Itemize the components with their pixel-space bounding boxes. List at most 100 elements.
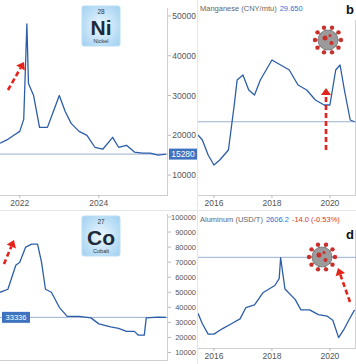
y-tick: [168, 55, 171, 56]
panel: 28NiNickel100002000030000400005000020222…: [0, 6, 197, 208]
current-value-label: 29.650: [280, 4, 303, 13]
badge-box: [82, 216, 120, 256]
virus-body: [318, 30, 338, 50]
panel: 27CoCobalt100002000030000400005000060000…: [0, 213, 196, 360]
virus-icon: [313, 25, 343, 54]
plot-area: [198, 60, 356, 165]
arrow-shaft: [8, 68, 21, 90]
panel: 201620182020Manganese (CNY/mtu)29.650b: [198, 2, 356, 208]
element-name: Cobalt: [93, 248, 109, 254]
arrow: [8, 62, 25, 90]
plot-area: [0, 24, 168, 155]
virus-spike-tip: [316, 242, 320, 246]
virus-spot: [323, 251, 326, 254]
x-axis: [198, 348, 356, 349]
virus-spike-tip: [309, 247, 313, 251]
virus-spike-tip: [316, 267, 320, 271]
y-tick: [168, 322, 171, 323]
title: Manganese (CNY/mtu): [200, 4, 277, 13]
x-axis: [0, 360, 168, 361]
x-tick-label: 2024: [89, 198, 108, 208]
title: Aluminum (USD/T): [200, 215, 263, 224]
arrow: [4, 240, 16, 264]
badge-box: [82, 6, 120, 46]
y-axis: [355, 20, 356, 195]
y-tick-label: 60000: [175, 273, 196, 282]
virus-icon: [307, 242, 337, 271]
x-axis: [198, 195, 356, 196]
y-tick: [168, 352, 171, 353]
current-value-box: [169, 149, 197, 160]
y-tick-label: 50000: [172, 11, 196, 21]
virus-spike-tip: [309, 262, 313, 266]
y-tick: [168, 247, 171, 248]
x-tick-label: 2020: [320, 351, 339, 361]
price-line: [0, 244, 166, 335]
y-tick: [168, 232, 171, 233]
current-value-label: 15280: [171, 149, 195, 159]
price-line: [198, 258, 355, 338]
price-line: [198, 60, 355, 165]
y-tick-label: 10000: [172, 170, 196, 180]
element-badge: 27CoCobalt: [82, 216, 120, 256]
panel: 201620182020Aluminum (USD/T)2606.2-14.0 …: [198, 215, 356, 361]
panel-divider: [197, 0, 198, 364]
virus-spike-tip: [330, 247, 334, 251]
y-tick: [168, 277, 171, 278]
panel-letter: d: [346, 227, 354, 242]
y-tick: [168, 15, 171, 16]
element-symbol: Co: [87, 226, 115, 249]
arrow-head: [16, 62, 25, 71]
virus-spike-tip: [330, 50, 334, 54]
virus-body: [312, 247, 332, 267]
arrow-head: [7, 240, 16, 248]
y-tick-label: 30000: [172, 91, 196, 101]
virus-spot: [324, 258, 328, 262]
virus-spike-tip: [313, 38, 317, 42]
y-tick: [168, 337, 171, 338]
y-axis: [167, 8, 168, 195]
price-line: [0, 24, 166, 155]
y-tick-label: 20000: [175, 333, 196, 342]
arrow-shaft: [4, 246, 11, 264]
change-label: -14.0 (-0.53%): [292, 215, 340, 224]
element-badge: 28NiNickel: [82, 6, 120, 46]
y-tick-label: 40000: [175, 303, 196, 312]
atomic-number: 27: [97, 218, 105, 225]
y-tick-label: 100000: [171, 213, 196, 222]
virus-spike-tip: [315, 30, 319, 34]
current-value-label: 2606.2: [266, 215, 289, 224]
virus-spike-tip: [324, 267, 328, 271]
x-tick-label: 2016: [204, 351, 223, 361]
virus-spike-tip: [333, 255, 337, 259]
x-tick-label: 2018: [262, 198, 281, 208]
virus-spike-tip: [330, 262, 334, 266]
panel-divider: [0, 210, 356, 211]
y-tick: [168, 135, 171, 136]
y-tick: [168, 292, 171, 293]
virus-spike-tip: [339, 38, 343, 42]
y-tick: [168, 262, 171, 263]
current-value-label: 33336: [6, 313, 27, 322]
virus-spike-tip: [322, 50, 326, 54]
x-axis: [0, 195, 168, 196]
virus-spot: [329, 34, 332, 37]
y-tick-label: 10000: [175, 348, 196, 357]
figure: 28NiNickel100002000030000400005000020222…: [0, 0, 356, 364]
y-tick: [168, 175, 171, 176]
y-tick-label: 30000: [175, 318, 196, 327]
element-symbol: Ni: [91, 16, 112, 39]
virus-spike-tip: [330, 25, 334, 29]
y-tick-label: 40000: [172, 51, 196, 61]
y-tick-label: 70000: [175, 258, 196, 267]
virus-spike-tip: [307, 255, 311, 259]
y-tick: [168, 95, 171, 96]
virus-spot: [317, 253, 322, 258]
x-tick-label: 2020: [320, 198, 339, 208]
virus-spike-tip: [336, 45, 340, 49]
y-tick-label: 80000: [175, 243, 196, 252]
arrow: [336, 268, 350, 302]
arrow-head: [321, 88, 331, 95]
atomic-number: 28: [97, 8, 105, 15]
arrow: [321, 88, 331, 150]
